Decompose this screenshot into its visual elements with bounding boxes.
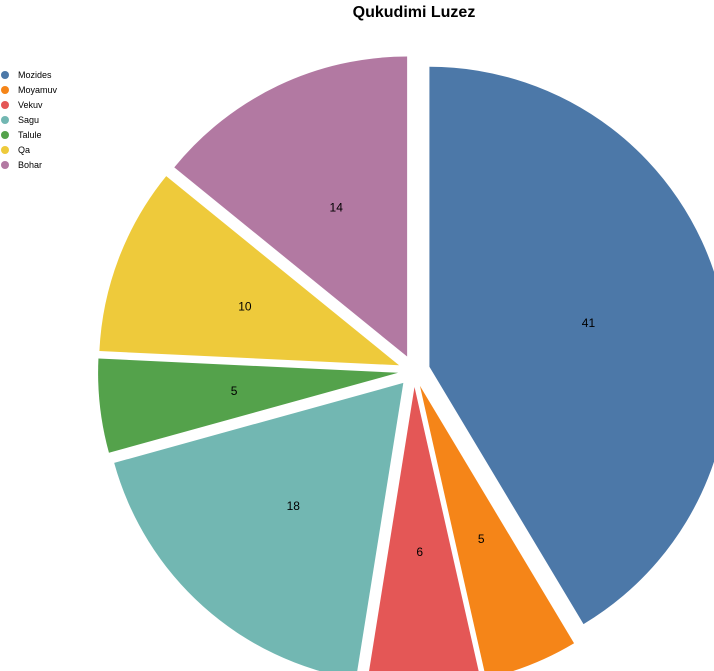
legend-label: Moyamuv — [18, 85, 58, 95]
pie-slice-bohar — [174, 56, 408, 357]
pie-slice-talule — [98, 358, 399, 453]
slice-value-label-vekuv: 6 — [416, 545, 423, 559]
pie-slice-vekuv — [369, 386, 479, 671]
legend-item-talule: Talule — [1, 130, 42, 140]
pie-slice-mozides — [429, 66, 714, 625]
legend-label: Qa — [18, 145, 30, 155]
legend-swatch — [1, 101, 9, 109]
legend-label: Bohar — [18, 160, 42, 170]
slice-value-label-mozides: 41 — [582, 316, 596, 330]
legend-swatch — [1, 131, 9, 139]
legend-swatch — [1, 161, 9, 169]
slice-value-label-sagu: 18 — [287, 499, 301, 513]
legend-item-vekuv: Vekuv — [1, 100, 43, 110]
slice-value-label-bohar: 14 — [330, 201, 344, 215]
pie-slice-moyamuv — [419, 385, 575, 671]
slice-value-label-moyamuv: 5 — [478, 532, 485, 546]
legend: Mozides Moyamuv Vekuv Sagu Talule Qa Bohar — [1, 70, 58, 170]
legend-swatch — [1, 86, 9, 94]
legend-item-mozides: Mozides — [1, 70, 52, 80]
legend-swatch — [1, 71, 9, 79]
legend-label: Talule — [18, 130, 42, 140]
legend-swatch — [1, 146, 9, 154]
legend-label: Vekuv — [18, 100, 43, 110]
legend-item-bohar: Bohar — [1, 160, 42, 170]
legend-swatch — [1, 116, 9, 124]
legend-item-moyamuv: Moyamuv — [1, 85, 58, 95]
slice-labels: 41 5 6 18 5 10 14 — [231, 201, 596, 559]
legend-label: Sagu — [18, 115, 39, 125]
pie-slice-qa — [99, 176, 400, 366]
pie-slice-sagu — [114, 382, 404, 671]
pie-slices — [98, 56, 714, 671]
slice-value-label-talule: 5 — [231, 384, 238, 398]
legend-label: Mozides — [18, 70, 52, 80]
chart-title: Qukudimi Luzez — [353, 4, 476, 21]
slice-value-label-qa: 10 — [238, 299, 252, 313]
legend-item-qa: Qa — [1, 145, 30, 155]
legend-item-sagu: Sagu — [1, 115, 39, 125]
